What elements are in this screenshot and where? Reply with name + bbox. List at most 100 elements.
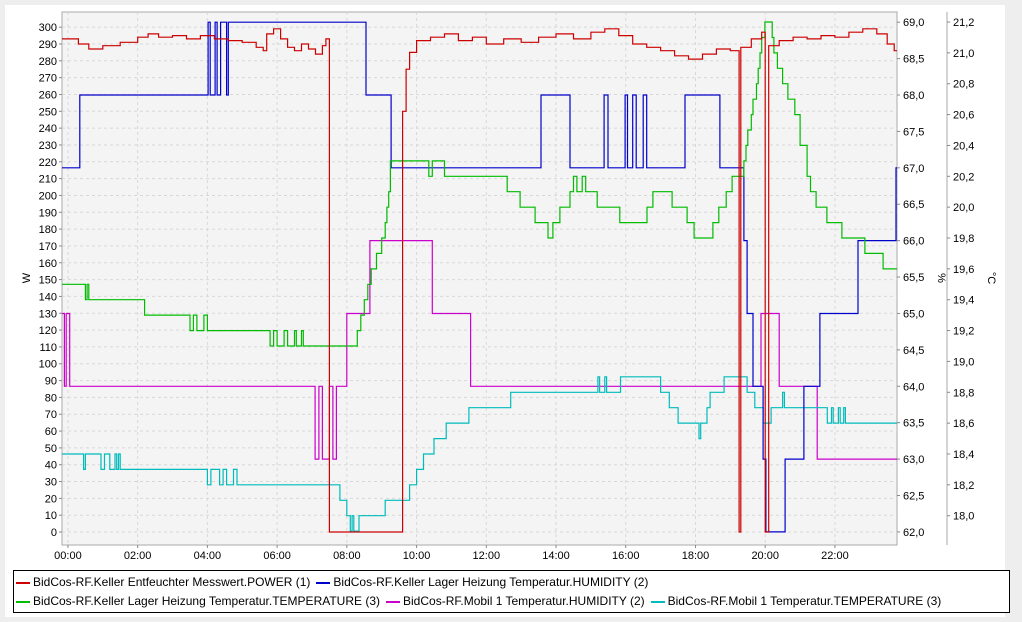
y-tick-label-w: 50: [45, 443, 57, 455]
y-tick-label-w: 160: [39, 258, 57, 270]
y-tick-label-celsius: 19,8: [953, 233, 974, 245]
y-tick-label-celsius: 18,6: [953, 418, 974, 430]
x-tick-label: 18:00: [682, 550, 710, 562]
y-tick-label-celsius: 18,2: [953, 480, 974, 492]
y-tick-label-percent: 64,5: [903, 345, 924, 357]
x-tick-label: 02:00: [124, 550, 152, 562]
axes: 00:00 02:00 04:00 06:00 08:00 10:00 12:00 14:00…: [21, 12, 997, 562]
y-tick-label-celsius: 20,2: [953, 171, 974, 183]
y-tick-label-w: 210: [39, 174, 57, 186]
y-tick-label-celsius: 19,4: [953, 295, 974, 307]
y-axis-label-celsius: °C: [985, 272, 997, 284]
y-tick-label-celsius: 19,0: [953, 356, 974, 368]
chart: 00:00 02:00 04:00 06:00 08:00 10:00 12:00 14:00…: [21, 11, 997, 562]
y-tick-label-w: 170: [39, 241, 57, 253]
y-tick-label-w: 220: [39, 157, 57, 169]
y-tick-label-w: 230: [39, 140, 57, 152]
y-axis-label-w: W: [21, 272, 33, 283]
y-tick-label-celsius: 18,0: [953, 511, 974, 523]
series-line-3: [62, 240, 897, 460]
y-tick-label-w: 110: [39, 342, 57, 354]
y-tick-label-celsius: 20,0: [953, 202, 974, 214]
y-tick-label-w: 40: [45, 460, 57, 472]
series-line-0: [62, 28, 897, 533]
y-tick-label-percent: 66,5: [903, 199, 924, 211]
y-tick-label-celsius: 18,4: [953, 449, 974, 461]
y-tick-label-w: 260: [39, 89, 57, 101]
y-tick-label-w: 290: [39, 39, 57, 51]
y-tick-label-w: 120: [39, 325, 57, 337]
y-tick-label-w: 250: [39, 106, 57, 118]
y-tick-label-w: 130: [39, 308, 57, 320]
y-tick-label-percent: 67,5: [903, 126, 924, 138]
x-tick-label: 20:00: [751, 550, 779, 562]
legend-swatch: [316, 581, 331, 584]
legend-swatch: [386, 600, 401, 603]
series-group: [62, 21, 897, 533]
legend-swatch: [650, 600, 665, 603]
x-tick-label: 14:00: [542, 550, 570, 562]
legend-swatch: [16, 581, 30, 584]
y-tick-label-percent: 67,0: [903, 163, 924, 175]
y-tick-label-percent: 62,5: [903, 490, 924, 502]
y-tick-label-celsius: 20,6: [953, 110, 974, 122]
y-tick-label-celsius: 19,6: [953, 264, 974, 276]
y-tick-label-w: 140: [39, 291, 57, 303]
y-tick-label-w: 270: [39, 73, 57, 85]
legend-item: BidCos-RF.Keller Lager Heizung Temperatu…: [16, 592, 380, 610]
y-tick-label-percent: 65,0: [903, 308, 924, 320]
x-tick-label: 10:00: [403, 550, 431, 562]
plot-area: [61, 11, 898, 546]
y-tick-label-percent: 63,5: [903, 418, 924, 430]
legend-row: BidCos-RF.Keller Entfeuchter Messwert.PO…: [16, 573, 654, 591]
y-tick-label-percent: 68,0: [903, 90, 924, 102]
y-tick-label-w: 60: [45, 426, 57, 438]
y-tick-label-percent: 69,0: [903, 17, 924, 29]
legend-row: BidCos-RF.Keller Lager Heizung Temperatu…: [16, 592, 947, 610]
x-tick-label: 06:00: [263, 550, 291, 562]
y-tick-label-w: 180: [39, 224, 57, 236]
legend-swatch: [16, 600, 30, 603]
legend-label: BidCos-RF.Keller Lager Heizung Temperatu…: [33, 594, 381, 608]
y-tick-label-w: 100: [39, 359, 57, 371]
y-tick-label-w: 0: [51, 527, 57, 539]
legend-item: BidCos-RF.Mobil 1 Temperatur.HUMIDITY (2…: [386, 592, 645, 610]
y-tick-label-celsius: 21,0: [953, 48, 974, 60]
y-tick-label-celsius: 21,2: [953, 17, 974, 29]
y-axis-label-percent: %: [935, 273, 947, 283]
y-tick-label-celsius: 19,2: [953, 326, 974, 338]
y-tick-label-w: 80: [45, 392, 57, 404]
y-tick-label-percent: 64,0: [903, 381, 924, 393]
y-tick-label-w: 90: [45, 376, 57, 388]
x-tick-label: 16:00: [612, 550, 640, 562]
y-tick-label-percent: 65,5: [903, 272, 924, 284]
legend-label: BidCos-RF.Keller Entfeuchter Messwert.PO…: [33, 575, 311, 589]
y-tick-label-w: 10: [45, 510, 57, 522]
legend-item: BidCos-RF.Keller Entfeuchter Messwert.PO…: [16, 573, 310, 591]
y-tick-label-w: 240: [39, 123, 57, 135]
y-tick-label-percent: 63,0: [903, 454, 924, 466]
x-tick-label: 00:00: [54, 550, 82, 562]
y-tick-label-percent: 66,0: [903, 236, 924, 248]
legend-label: BidCos-RF.Mobil 1 Temperatur.HUMIDITY (2…: [403, 594, 645, 608]
y-tick-label-celsius: 20,8: [953, 79, 974, 91]
y-tick-label-percent: 62,0: [903, 527, 924, 539]
y-tick-label-w: 70: [45, 409, 57, 421]
y-tick-label-w: 190: [39, 207, 57, 219]
chart-panel: 00:00 02:00 04:00 06:00 08:00 10:00 12:00 14:00…: [5, 5, 1010, 617]
y-tick-label-percent: 68,5: [903, 54, 924, 66]
legend-item: BidCos-RF.Mobil 1 Temperatur.TEMPERATURE…: [650, 592, 942, 610]
series-line-2: [62, 21, 897, 347]
y-tick-label-w: 150: [39, 275, 57, 287]
x-tick-label: 22:00: [821, 550, 849, 562]
y-tick-label-w: 200: [39, 190, 57, 202]
y-tick-label-celsius: 20,4: [953, 140, 974, 152]
legend-item: BidCos-RF.Keller Lager Heizung Temperatu…: [316, 573, 648, 591]
x-tick-label: 12:00: [473, 550, 501, 562]
legend: BidCos-RF.Keller Entfeuchter Messwert.PO…: [13, 570, 1010, 613]
y-tick-label-w: 280: [39, 56, 57, 68]
x-tick-label: 04:00: [194, 550, 222, 562]
legend-label: BidCos-RF.Keller Lager Heizung Temperatu…: [333, 575, 649, 589]
x-tick-label: 08:00: [333, 550, 361, 562]
legend-label: BidCos-RF.Mobil 1 Temperatur.TEMPERATURE…: [667, 594, 942, 608]
